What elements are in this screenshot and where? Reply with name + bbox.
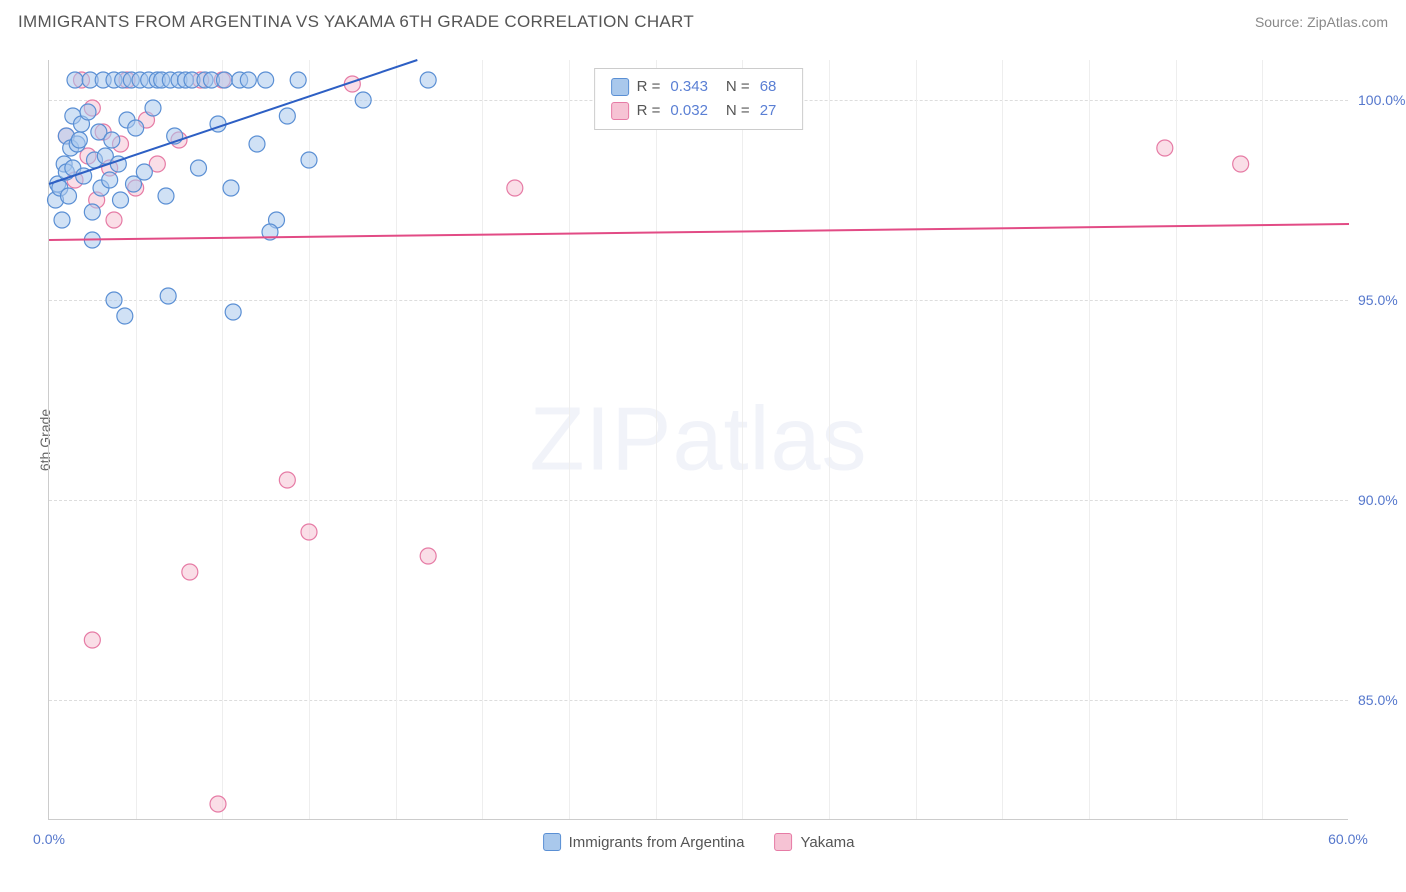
data-point <box>301 152 317 168</box>
data-point <box>1157 140 1173 156</box>
chart-header: IMMIGRANTS FROM ARGENTINA VS YAKAMA 6TH … <box>0 0 1406 40</box>
data-point <box>80 104 96 120</box>
legend-n-label-1: N = <box>726 75 750 99</box>
data-point <box>128 120 144 136</box>
y-tick-label: 90.0% <box>1358 492 1406 508</box>
data-point <box>54 212 70 228</box>
data-point <box>217 72 233 88</box>
stats-legend-row-2: R = 0.032 N = 27 <box>611 99 787 123</box>
bottom-legend: Immigrants from Argentina Yakama <box>543 833 855 851</box>
y-tick-label: 85.0% <box>1358 692 1406 708</box>
stats-legend-row-1: R = 0.343 N = 68 <box>611 75 787 99</box>
data-point <box>223 180 239 196</box>
legend-n-value-2: 27 <box>760 99 777 123</box>
x-tick-max: 60.0% <box>1328 831 1368 847</box>
legend-r-label-2: R = <box>637 99 661 123</box>
data-point <box>258 72 274 88</box>
bottom-legend-label-1: Immigrants from Argentina <box>569 834 745 851</box>
data-point <box>420 72 436 88</box>
legend-r-value-2: 0.032 <box>670 99 708 123</box>
data-point <box>106 212 122 228</box>
data-point <box>420 548 436 564</box>
data-point <box>210 796 226 812</box>
data-point <box>71 132 87 148</box>
data-point <box>1233 156 1249 172</box>
legend-r-value-1: 0.343 <box>670 75 708 99</box>
data-point <box>84 632 100 648</box>
legend-swatch-yakama <box>611 102 629 120</box>
data-point <box>136 164 152 180</box>
data-point <box>279 108 295 124</box>
data-point <box>301 524 317 540</box>
bottom-legend-item-2: Yakama <box>774 833 854 851</box>
data-point <box>355 92 371 108</box>
data-point <box>191 160 207 176</box>
chart-title: IMMIGRANTS FROM ARGENTINA VS YAKAMA 6TH … <box>18 12 694 32</box>
y-tick-label: 95.0% <box>1358 292 1406 308</box>
data-point <box>106 292 122 308</box>
trend-line <box>49 224 1349 240</box>
data-point <box>249 136 265 152</box>
data-point <box>113 192 129 208</box>
data-point <box>67 72 83 88</box>
data-point <box>102 172 118 188</box>
data-point <box>145 100 161 116</box>
data-point <box>158 188 174 204</box>
legend-swatch-argentina <box>611 78 629 96</box>
data-point <box>160 288 176 304</box>
data-point <box>117 308 133 324</box>
legend-n-label-2: N = <box>726 99 750 123</box>
data-point <box>507 180 523 196</box>
bottom-swatch-argentina <box>543 833 561 851</box>
data-point <box>61 188 77 204</box>
data-point <box>182 564 198 580</box>
y-tick-label: 100.0% <box>1358 92 1406 108</box>
chart-source: Source: ZipAtlas.com <box>1255 14 1388 30</box>
data-point <box>84 204 100 220</box>
data-point <box>240 72 256 88</box>
data-point <box>104 132 120 148</box>
data-point <box>279 472 295 488</box>
data-point <box>225 304 241 320</box>
scatter-svg <box>49 60 1348 819</box>
stats-legend: R = 0.343 N = 68 R = 0.032 N = 27 <box>594 68 804 130</box>
legend-r-label-1: R = <box>637 75 661 99</box>
x-tick-min: 0.0% <box>33 831 65 847</box>
bottom-legend-item-1: Immigrants from Argentina <box>543 833 745 851</box>
bottom-swatch-yakama <box>774 833 792 851</box>
bottom-legend-label-2: Yakama <box>800 834 854 851</box>
chart-plot-area: ZIPatlas 85.0%90.0%95.0%100.0% R = 0.343… <box>48 60 1348 820</box>
legend-n-value-1: 68 <box>760 75 777 99</box>
data-point <box>290 72 306 88</box>
